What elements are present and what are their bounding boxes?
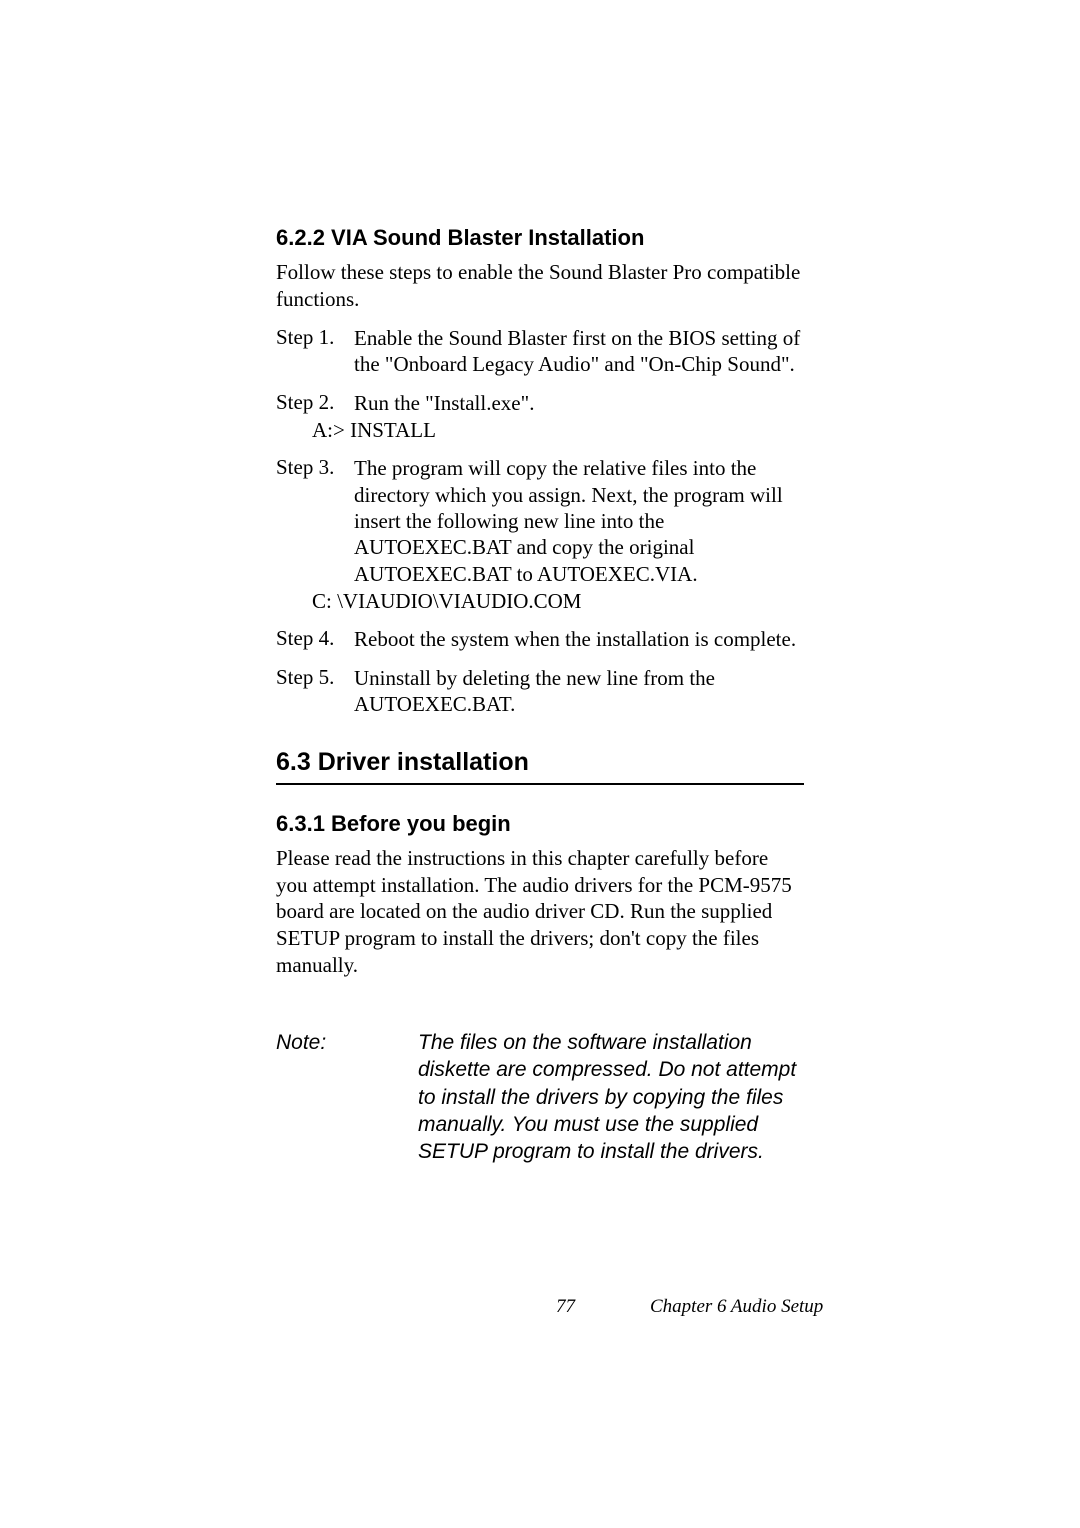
step-1-label: Step 1. xyxy=(276,325,354,378)
page: 6.2.2 VIA Sound Blaster Installation Fol… xyxy=(0,0,1080,1528)
heading-622: 6.2.2 VIA Sound Blaster Installation xyxy=(276,225,804,251)
note-label: Note: xyxy=(276,1029,418,1165)
heading-631: 6.3.1 Before you begin xyxy=(276,811,804,837)
step-1: Step 1. Enable the Sound Blaster first o… xyxy=(276,325,804,378)
step-4-body: Reboot the system when the installation … xyxy=(354,626,804,652)
step-2-body: Run the "Install.exe". xyxy=(354,390,804,416)
body-631: Please read the instructions in this cha… xyxy=(276,845,804,979)
footer-chapter: Chapter 6 Audio Setup xyxy=(650,1296,823,1318)
step-5: Step 5. Uninstall by deleting the new li… xyxy=(276,665,804,718)
step-4-label: Step 4. xyxy=(276,626,354,652)
step-3: Step 3. The program will copy the relati… xyxy=(276,455,804,587)
step-2-label: Step 2. xyxy=(276,390,354,416)
step-2-sub: A:> INSTALL xyxy=(312,418,804,443)
step-1-body: Enable the Sound Blaster first on the BI… xyxy=(354,325,804,378)
step-3-sub: C: \VIAUDIO\VIAUDIO.COM xyxy=(312,589,804,614)
note-body: The files on the software installation d… xyxy=(418,1029,804,1165)
note-block: Note: The files on the software installa… xyxy=(276,1029,804,1165)
intro-622: Follow these steps to enable the Sound B… xyxy=(276,259,804,313)
step-3-label: Step 3. xyxy=(276,455,354,587)
step-5-label: Step 5. xyxy=(276,665,354,718)
heading-63: 6.3 Driver installation xyxy=(276,748,804,785)
step-3-body: The program will copy the relative files… xyxy=(354,455,804,587)
step-5-body: Uninstall by deleting the new line from … xyxy=(354,665,804,718)
footer-pagenum: 77 xyxy=(556,1296,575,1318)
step-4: Step 4. Reboot the system when the insta… xyxy=(276,626,804,652)
step-2: Step 2. Run the "Install.exe". xyxy=(276,390,804,416)
